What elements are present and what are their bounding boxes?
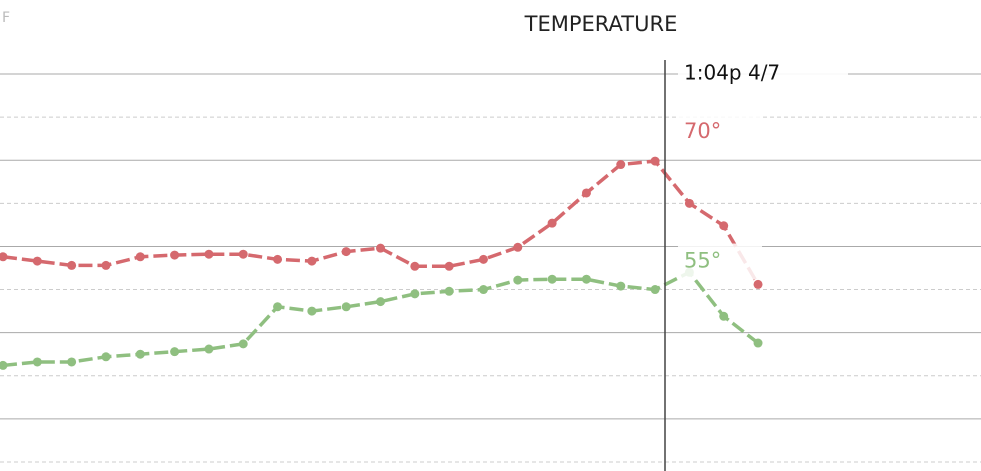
data-point — [376, 297, 386, 307]
data-point — [650, 156, 660, 166]
series-line — [2, 159, 760, 286]
tooltip-time: 1:04p 4/7 — [684, 61, 780, 85]
data-point — [307, 306, 317, 316]
data-point — [32, 357, 42, 367]
data-point — [719, 221, 729, 231]
data-point — [513, 242, 523, 252]
data-point — [238, 249, 248, 259]
tooltip-value: 70° — [684, 119, 721, 143]
unit-label: F — [2, 10, 10, 26]
data-point — [170, 250, 180, 260]
data-point — [444, 261, 454, 271]
data-point — [753, 338, 763, 348]
data-point — [101, 352, 111, 362]
data-point — [204, 344, 214, 354]
data-point — [478, 254, 488, 264]
data-point — [478, 285, 488, 295]
data-point — [32, 256, 42, 266]
data-point — [67, 260, 77, 270]
data-point — [135, 349, 145, 359]
data-point — [0, 360, 8, 370]
data-point — [307, 256, 317, 266]
data-point — [341, 247, 351, 257]
data-point — [616, 281, 626, 291]
data-point — [719, 311, 729, 321]
data-point — [410, 261, 420, 271]
data-point — [204, 249, 214, 259]
tooltip-bg — [678, 58, 848, 90]
data-point — [376, 243, 386, 253]
data-point — [616, 160, 626, 170]
chart-title: TEMPERATURE — [524, 12, 678, 36]
data-point — [273, 254, 283, 264]
data-point — [238, 339, 248, 349]
series-line — [2, 270, 760, 368]
tooltip-value-bg — [678, 243, 762, 280]
data-point — [67, 357, 77, 367]
data-point — [135, 252, 145, 262]
data-point — [273, 302, 283, 312]
data-point — [547, 218, 557, 228]
data-point — [581, 274, 591, 284]
data-point — [444, 286, 454, 296]
data-point — [0, 252, 8, 262]
data-point — [581, 188, 591, 198]
data-point — [684, 198, 694, 208]
data-point — [547, 274, 557, 284]
data-point — [753, 279, 763, 289]
data-point — [341, 302, 351, 312]
tooltip-value-bg — [678, 114, 762, 151]
data-point — [513, 275, 523, 285]
data-point — [101, 260, 111, 270]
data-point — [170, 347, 180, 357]
data-point — [650, 285, 660, 295]
tooltip-value: 55° — [684, 249, 721, 273]
data-point — [410, 289, 420, 299]
